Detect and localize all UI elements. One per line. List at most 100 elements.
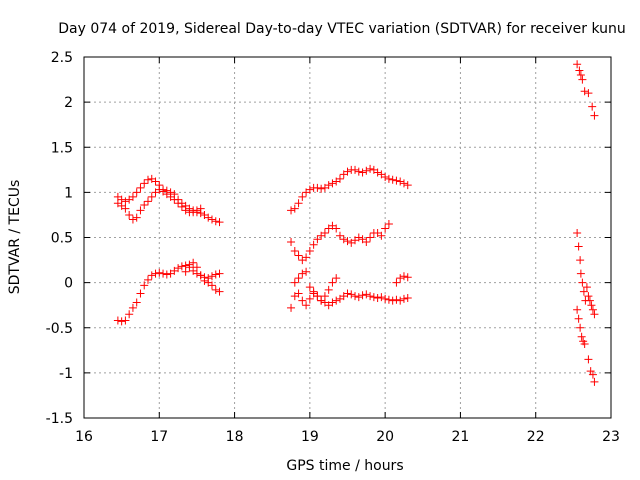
data-point (580, 87, 589, 96)
data-point (366, 164, 375, 173)
data-point (573, 305, 582, 314)
series-track-K (573, 228, 599, 319)
data-point (181, 267, 190, 276)
data-point (200, 276, 209, 285)
data-point (588, 305, 597, 314)
data-point (200, 210, 209, 219)
data-point (586, 367, 595, 376)
data-point (573, 60, 582, 69)
data-point (207, 272, 216, 281)
data-point (215, 287, 224, 296)
data-point (576, 269, 585, 278)
data-point (332, 296, 341, 305)
data-point (343, 237, 352, 246)
data-point (577, 332, 586, 341)
data-point (121, 197, 130, 206)
x-axis-label: GPS time / hours (286, 458, 403, 474)
data-point (290, 278, 299, 287)
data-point (211, 285, 220, 294)
data-point (574, 314, 583, 323)
x-tick-label: 16 (75, 429, 93, 445)
data-point (392, 278, 401, 287)
data-point (207, 281, 216, 290)
data-point (369, 293, 378, 302)
data-point (192, 263, 201, 272)
data-point (151, 177, 160, 186)
data-point (121, 316, 130, 325)
data-point (121, 204, 130, 213)
data-point (574, 242, 583, 251)
y-tick-label: 0.5 (51, 231, 73, 247)
data-point (143, 197, 152, 206)
y-axis-label: SDTVAR / TECUs (7, 180, 23, 295)
data-point (377, 293, 386, 302)
data-point (309, 240, 318, 249)
data-point (392, 295, 401, 304)
data-point (351, 165, 360, 174)
data-point (155, 185, 164, 194)
data-point (215, 269, 224, 278)
data-point (207, 215, 216, 224)
series-track-L (573, 305, 599, 386)
data-point (113, 316, 122, 325)
data-point (388, 296, 397, 305)
data-point (147, 271, 156, 280)
data-point (396, 296, 405, 305)
data-point (196, 204, 205, 213)
data-point (162, 270, 171, 279)
data-point (298, 192, 307, 201)
data-point (313, 183, 322, 192)
data-point (128, 192, 137, 201)
data-point (302, 267, 311, 276)
y-tick-label: 0 (64, 276, 73, 292)
chart-title: Day 074 of 2019, Sidereal Day-to-day VTE… (58, 21, 626, 37)
data-point (587, 301, 596, 310)
x-tick-label: 23 (602, 429, 620, 445)
data-point (576, 256, 585, 265)
y-tick-label: 2 (64, 95, 73, 111)
data-point (578, 278, 587, 287)
data-point (302, 253, 311, 262)
data-point (362, 238, 371, 247)
data-point (588, 102, 597, 111)
data-point (384, 174, 393, 183)
data-point (143, 275, 152, 284)
data-point (324, 181, 333, 190)
data-point (388, 175, 397, 184)
data-point (354, 293, 363, 302)
x-tick-label: 19 (301, 429, 319, 445)
x-tick-label: 18 (226, 429, 244, 445)
data-point (320, 228, 329, 237)
data-point (396, 177, 405, 186)
series-track-B (113, 185, 209, 224)
data-point (298, 269, 307, 278)
x-tick-label: 21 (452, 429, 470, 445)
data-point (580, 339, 589, 348)
data-point (343, 167, 352, 176)
data-point (320, 292, 329, 301)
data-point (117, 317, 126, 326)
data-point (192, 206, 201, 215)
data-point (381, 224, 390, 233)
grid (84, 57, 611, 418)
data-point (328, 298, 337, 307)
x-tick-label: 20 (376, 429, 394, 445)
data-point (403, 293, 412, 302)
series-track-J (573, 60, 599, 120)
data-point (151, 269, 160, 278)
y-tick-label: -1.5 (46, 411, 73, 427)
data-point (170, 195, 179, 204)
y-tick-label: -0.5 (46, 321, 73, 337)
series-track-C (113, 261, 224, 326)
data-point (128, 215, 137, 224)
data-point (381, 173, 390, 182)
data-point (399, 294, 408, 303)
data-point (358, 168, 367, 177)
data-point (384, 219, 393, 228)
data-point (196, 271, 205, 280)
series-track-D (181, 258, 224, 296)
data-point (159, 269, 168, 278)
data-point (343, 289, 352, 298)
data-point (335, 231, 344, 240)
data-point (181, 206, 190, 215)
